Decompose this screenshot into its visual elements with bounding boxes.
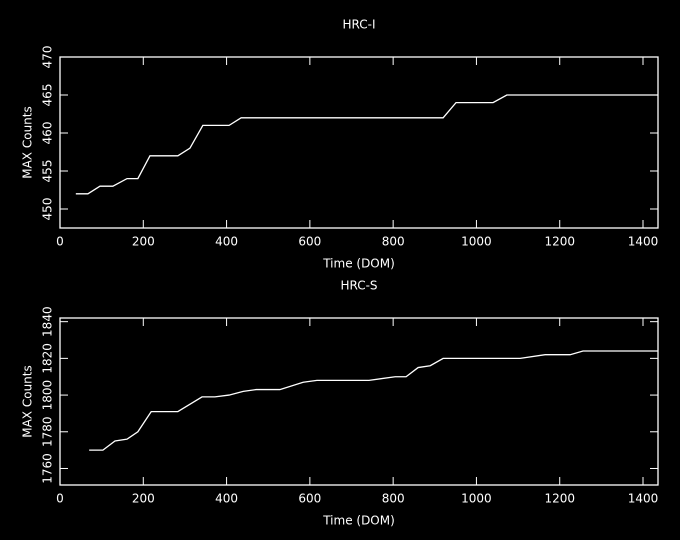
y-tick-label: 465 xyxy=(41,84,55,107)
x-tick-label: 1200 xyxy=(544,492,575,506)
y-tick-label: 1820 xyxy=(41,343,55,374)
y-tick-label: 455 xyxy=(41,160,55,183)
x-tick-label: 1000 xyxy=(461,492,492,506)
y-tick-label: 450 xyxy=(41,198,55,221)
x-tick-label: 800 xyxy=(382,492,405,506)
y-tick-label: 470 xyxy=(41,46,55,69)
x-tick-label: 1000 xyxy=(461,235,492,249)
y-axis-label: MAX Counts xyxy=(21,106,35,179)
y-tick-label: 1840 xyxy=(41,306,55,337)
x-tick-label: 200 xyxy=(132,235,155,249)
x-tick-label: 800 xyxy=(382,235,405,249)
chart-title: HRC-S xyxy=(340,279,377,293)
x-tick-label: 1400 xyxy=(628,235,659,249)
plot-frame xyxy=(59,317,659,486)
x-tick-label: 200 xyxy=(132,492,155,506)
x-axis-label: Time (DOM) xyxy=(322,514,395,528)
x-tick-label: 400 xyxy=(215,492,238,506)
x-tick-label: 0 xyxy=(56,235,64,249)
y-tick-label: 1760 xyxy=(41,453,55,484)
y-tick-label: 1780 xyxy=(41,417,55,448)
x-tick-label: 1400 xyxy=(628,492,659,506)
x-tick-label: 1200 xyxy=(544,235,575,249)
y-axis-label: MAX Counts xyxy=(21,365,35,438)
x-tick-label: 400 xyxy=(215,235,238,249)
chart-title: HRC-I xyxy=(342,18,375,32)
x-tick-label: 600 xyxy=(298,492,321,506)
x-tick-label: 0 xyxy=(56,492,64,506)
y-tick-label: 460 xyxy=(41,122,55,145)
data-line xyxy=(89,350,658,451)
x-tick-label: 600 xyxy=(298,235,321,249)
x-axis-label: Time (DOM) xyxy=(322,257,395,271)
y-tick-label: 1800 xyxy=(41,380,55,411)
plot-frame xyxy=(59,56,659,229)
data-line xyxy=(75,94,658,195)
